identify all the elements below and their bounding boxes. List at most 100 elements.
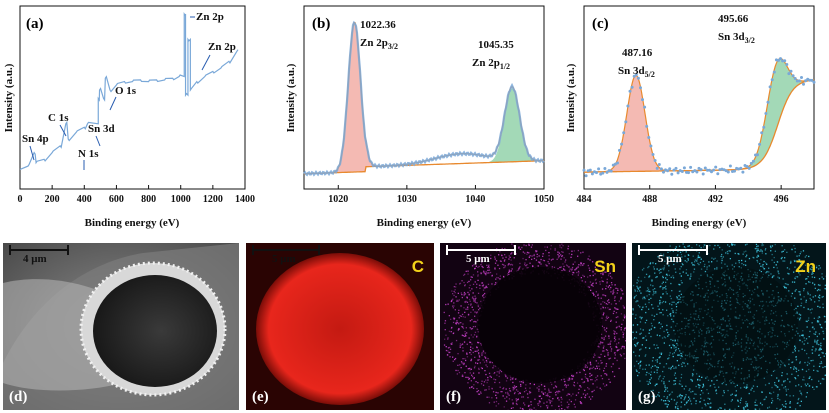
data-point — [674, 166, 678, 170]
panel-label: (f) — [446, 389, 461, 405]
fit-envelope-line — [584, 57, 815, 173]
data-point — [682, 166, 686, 170]
scale-label: 5 μm — [466, 253, 490, 265]
panel-d-sem-image: 4 μm (d) — [3, 243, 239, 410]
x-tick-label: 0 — [18, 194, 23, 205]
baseline-line — [304, 160, 544, 175]
data-point — [804, 79, 808, 83]
annotation-zn-2p-2: Zn 2p — [208, 41, 236, 53]
element-label: C — [411, 257, 424, 276]
data-point — [751, 159, 755, 163]
data-point — [728, 164, 732, 168]
panel-label: (d) — [9, 389, 28, 405]
peak-2-name: Zn 2p1/2 — [472, 57, 510, 71]
plot-frame — [583, 5, 815, 190]
data-point — [645, 124, 649, 128]
data-point — [741, 170, 745, 174]
arrow-o-1s — [109, 96, 117, 111]
data-point — [641, 98, 644, 102]
data-point — [747, 166, 751, 170]
survey-chart-svg: (a) Binding energy (eV) Intensity (a.u.)… — [3, 5, 255, 229]
experimental-data-line — [303, 20, 545, 177]
data-point — [624, 120, 628, 124]
scale-bar: 5 μm — [446, 245, 516, 265]
peak-2-sub: 1/2 — [500, 62, 510, 71]
data-point — [810, 78, 814, 82]
tin-map-picture — [440, 243, 626, 410]
arrow-zn-2p-2 — [201, 54, 211, 71]
data-point — [632, 74, 636, 78]
data-point — [647, 136, 651, 139]
panel-g-zinc-map: 5 μm Zn (g) — [632, 243, 826, 410]
data-point — [680, 170, 684, 173]
zn-2p-chart-svg: (b) Binding energy (eV) Intensity (a.u.)… — [285, 5, 554, 229]
data-point — [662, 170, 665, 174]
x-tick-labels: 1020 1030 1040 1050 — [328, 185, 554, 205]
data-point — [756, 153, 759, 157]
data-point — [676, 171, 680, 175]
peak-1-fill — [607, 75, 665, 172]
panel-label: (c) — [592, 16, 609, 32]
data-point — [601, 171, 605, 175]
data-point — [630, 85, 634, 89]
data-point — [666, 169, 670, 173]
x-tick-label: 1400 — [235, 194, 255, 205]
panel-label: (g) — [638, 389, 656, 405]
peak-1-sub: 3/2 — [388, 42, 398, 51]
data-point — [745, 165, 749, 168]
scale-bar: 5 μm — [638, 245, 708, 265]
x-tick-label: 492 — [708, 194, 723, 205]
sn-3d-chart-svg: (c) Binding energy (eV) Intensity (a.u.)… — [565, 5, 816, 229]
data-point — [626, 104, 630, 108]
annotation-o-1s: O 1s — [115, 85, 137, 97]
data-point — [670, 172, 674, 176]
panel-label: (e) — [252, 389, 269, 405]
panel-e-carbon-map: 5 μm C (e) — [246, 243, 434, 410]
scale-label: 4 μm — [23, 253, 47, 265]
data-point — [584, 174, 588, 178]
data-point — [800, 76, 803, 79]
data-point — [622, 131, 626, 135]
x-tick-label: 496 — [774, 194, 789, 205]
data-point — [689, 165, 693, 169]
data-point — [783, 59, 787, 63]
panel-label: (a) — [26, 16, 44, 32]
data-point — [789, 69, 793, 73]
data-point — [634, 73, 638, 77]
zinc-map-picture — [632, 243, 826, 410]
arrow-c-1s — [59, 124, 67, 137]
data-point — [651, 153, 655, 156]
annotation-c-1s: C 1s — [48, 112, 69, 124]
data-point — [605, 170, 609, 174]
sem-tube-picture — [3, 243, 239, 410]
data-point — [628, 89, 632, 93]
x-tick-labels: 0 200 400 600 800 1000 1200 1400 — [18, 185, 255, 205]
data-point — [785, 63, 789, 66]
panel-b-zn-2p-chart: (b) Binding energy (eV) Intensity (a.u.)… — [282, 0, 554, 235]
data-point — [726, 170, 730, 174]
x-tick-label: 484 — [577, 194, 592, 205]
data-point — [739, 166, 743, 170]
data-point — [797, 79, 801, 83]
data-point — [758, 142, 762, 146]
x-tick-labels: 484 488 492 496 — [577, 185, 789, 205]
data-point — [668, 167, 672, 171]
peak-2-name: Sn 3d3/2 — [718, 31, 755, 45]
peak-1-value: 487.16 — [622, 47, 653, 59]
panel-f-tin-map: 5 μm Sn (f) — [440, 243, 626, 410]
x-tick-label: 1000 — [171, 194, 191, 205]
data-point — [793, 77, 797, 80]
x-tick-label: 800 — [141, 194, 156, 205]
data-point — [764, 112, 768, 115]
peak-1-value: 1022.36 — [360, 19, 396, 31]
annotation-sn-4p: Sn 4p — [22, 133, 49, 145]
y-axis-label: Intensity (a.u.) — [565, 63, 577, 132]
x-tick-label: 200 — [45, 194, 60, 205]
data-point — [762, 125, 766, 129]
data-point — [636, 76, 640, 80]
data-point — [620, 142, 624, 146]
plot-frame — [303, 5, 545, 190]
data-point — [643, 105, 647, 109]
element-label: Sn — [594, 257, 616, 276]
data-point — [699, 168, 703, 172]
